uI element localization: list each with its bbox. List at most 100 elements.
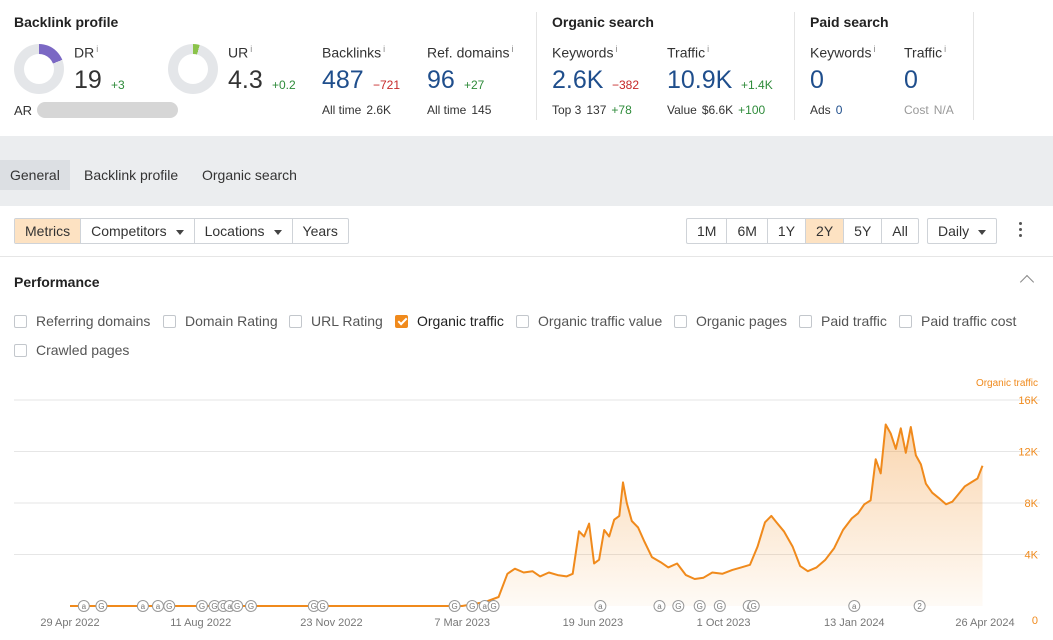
checkbox-icon[interactable] (289, 314, 302, 328)
paid-keywords-value[interactable]: 0 (810, 66, 824, 94)
locations-dropdown[interactable]: Locations (195, 219, 293, 243)
range-1y-button[interactable]: 1Y (768, 219, 807, 243)
range-5y-button[interactable]: 5Y (844, 219, 883, 243)
info-icon[interactable]: i (96, 44, 99, 54)
y-tick-label: 4K (1025, 550, 1039, 562)
annotation-label: G (320, 602, 326, 611)
chevron-up-icon[interactable] (1019, 274, 1035, 290)
checkbox-icon[interactable] (163, 314, 176, 328)
divider (0, 256, 1053, 257)
checkbox-referring-domains[interactable]: Referring domains (14, 312, 150, 330)
annotation-marker (77, 600, 90, 612)
annotation-label: a (483, 602, 488, 611)
organic-traffic-label[interactable]: Traffic i (667, 44, 710, 61)
checkbox-icon[interactable] (14, 314, 27, 328)
checkbox-icon[interactable] (799, 314, 812, 328)
checkbox-icon[interactable] (899, 314, 912, 328)
range-2y-button[interactable]: 2Y (806, 219, 845, 243)
paid-traffic-value[interactable]: 0 (904, 66, 918, 94)
ref-domains-label[interactable]: Ref. domains i (427, 44, 514, 61)
range-1m-button[interactable]: 1M (687, 219, 728, 243)
checkbox-domain-rating[interactable]: Domain Rating (163, 312, 278, 330)
organic-traffic-value[interactable]: 10.9K (667, 66, 733, 94)
y-axis-title: Organic traffic (976, 378, 1038, 389)
organic-search-title: Organic search (552, 14, 654, 30)
annotation-marker (244, 600, 257, 612)
backlinks-label[interactable]: Backlinks i (322, 44, 386, 61)
ref-domains-value[interactable]: 96 (427, 66, 455, 94)
organic-traffic-chart[interactable]: Organic traffic aGaaGGGGaGGGGGGaGaaGGGaG… (0, 370, 1053, 640)
dr-value: 19 (74, 66, 102, 94)
annotation-marker (231, 600, 244, 612)
annotation-label: G (751, 602, 757, 611)
organic-traffic-delta: +1.4K (741, 78, 773, 92)
info-icon[interactable]: i (511, 44, 514, 54)
x-axis-ticks: 29 Apr 2022 11 Aug 2022 23 Nov 2022 7 Mar 2… (40, 617, 1014, 629)
x-tick-label: 7 Mar 2023 (434, 617, 490, 629)
range-all-button[interactable]: All (892, 223, 908, 239)
range-6m-button[interactable]: 6M (727, 219, 768, 243)
annotation-label: a (657, 602, 662, 611)
ar-value-redacted (37, 102, 178, 118)
ar-label: AR (14, 103, 33, 118)
tab-general[interactable]: General (0, 160, 70, 190)
organic-keywords-label[interactable]: Keywords i (552, 44, 618, 61)
tab-organic-search[interactable]: Organic search (202, 167, 297, 183)
annotation-label: a (82, 602, 87, 611)
annotation-label: G (490, 602, 496, 611)
annotation-label: a (227, 602, 232, 611)
info-icon[interactable]: i (944, 44, 947, 54)
years-button[interactable]: Years (302, 223, 338, 239)
organic-traffic-value-usd: Value $6.6K +100 (667, 103, 766, 117)
annotation-label: G (675, 602, 681, 611)
annotation-marker (594, 600, 607, 612)
backlinks-all-time: All time 2.6K (322, 103, 392, 117)
checkbox-icon[interactable] (674, 314, 687, 328)
x-tick-label: 1 Oct 2023 (697, 617, 751, 629)
checkbox-paid-traffic[interactable]: Paid traffic (799, 312, 887, 330)
backlinks-value[interactable]: 487 (322, 66, 364, 94)
checkbox-organic-traffic[interactable]: Organic traffic (395, 312, 504, 330)
organic-top3: Top 3 137 +78 (552, 103, 632, 117)
checkbox-crawled-pages[interactable]: Crawled pages (14, 341, 129, 359)
annotation-label: a (156, 602, 161, 611)
date-range-selector: 1M 6M 1Y 2Y 5Y All (686, 218, 919, 244)
paid-keywords-label[interactable]: Keywords i (810, 44, 876, 61)
y-axis-ticks: 0 4K 8K 12K 16K (1018, 395, 1038, 627)
view-options: Metrics Competitors Locations Years (14, 218, 349, 244)
annotation-label: G (469, 602, 475, 611)
checkbox-organic-pages[interactable]: Organic pages (674, 312, 787, 330)
y-tick-label: 8K (1025, 498, 1039, 510)
checkbox-checked-icon[interactable] (395, 314, 408, 328)
x-tick-label: 26 Apr 2024 (955, 617, 1014, 629)
annotation-label: a (141, 602, 146, 611)
dr-donut-chart (14, 44, 64, 94)
checkbox-url-rating[interactable]: URL Rating (289, 312, 383, 330)
ur-label[interactable]: UR i (228, 44, 253, 61)
checkbox-icon[interactable] (14, 343, 27, 357)
metrics-button[interactable]: Metrics (15, 219, 82, 243)
tab-backlink-profile[interactable]: Backlink profile (84, 167, 179, 183)
annotation-label: G (311, 602, 317, 611)
organic-keywords-value[interactable]: 2.6K (552, 66, 604, 94)
organic-traffic-line[interactable] (70, 423, 984, 607)
dr-label[interactable]: DR i (74, 44, 99, 61)
info-icon[interactable]: i (707, 44, 710, 54)
interval-dropdown[interactable]: Daily (928, 219, 996, 243)
info-icon[interactable]: i (383, 44, 386, 54)
annotation-label: G (98, 602, 104, 611)
checkbox-icon[interactable] (516, 314, 529, 328)
checkbox-paid-traffic-cost[interactable]: Paid traffic cost (899, 312, 1016, 330)
info-icon[interactable]: i (873, 44, 876, 54)
report-tabs: General Backlink profile Organic search (0, 136, 1053, 206)
ref-domains-all-time: All time 145 (427, 103, 492, 117)
info-icon[interactable]: i (250, 44, 253, 54)
checkbox-organic-traffic-value[interactable]: Organic traffic value (516, 312, 662, 330)
divider (973, 12, 974, 120)
annotation-label: G (717, 602, 723, 611)
more-options-icon[interactable] (1016, 222, 1024, 240)
paid-traffic-label[interactable]: Traffic i (904, 44, 947, 61)
annotation-marker (848, 600, 861, 612)
info-icon[interactable]: i (615, 44, 618, 54)
competitors-dropdown[interactable]: Competitors (81, 219, 195, 243)
